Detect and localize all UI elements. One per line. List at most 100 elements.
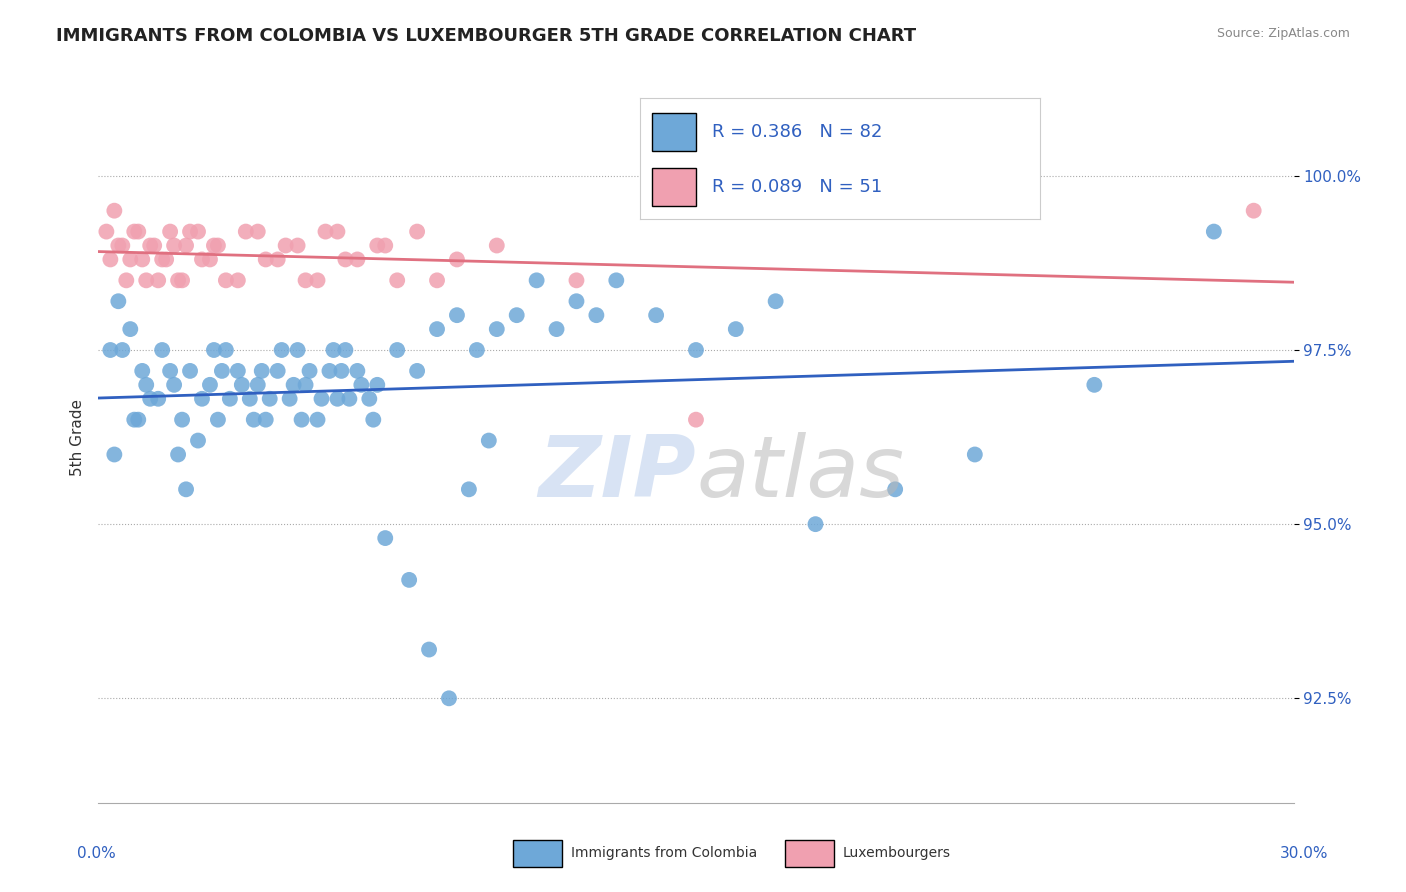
Point (202, 238, 225, 252)
Point (207, 238, 229, 252)
Point (111, 343, 134, 357)
Point (335, 252, 357, 267)
Point (172, 273, 194, 287)
Point (246, 377, 269, 392)
Point (246, 225, 269, 239)
Point (163, 238, 186, 252)
Text: R = 0.089   N = 51: R = 0.089 N = 51 (711, 178, 882, 196)
Point (685, 412, 707, 426)
Point (215, 273, 238, 287)
Text: ZIP: ZIP (538, 432, 696, 516)
Point (191, 392, 214, 406)
Point (346, 252, 368, 267)
Point (254, 412, 277, 426)
Point (346, 364, 368, 378)
Point (605, 273, 627, 287)
Text: 30.0%: 30.0% (1281, 846, 1329, 861)
Point (267, 364, 290, 378)
Point (366, 238, 388, 252)
Point (363, 412, 385, 426)
Point (291, 412, 314, 426)
Point (294, 273, 316, 287)
Point (374, 238, 396, 252)
Point (159, 364, 181, 378)
Point (645, 308, 668, 322)
FancyBboxPatch shape (513, 840, 562, 867)
Point (254, 252, 277, 267)
Point (219, 392, 242, 406)
Point (804, 517, 827, 532)
Point (374, 531, 396, 545)
Point (155, 252, 177, 267)
Point (724, 322, 747, 336)
Point (198, 252, 221, 267)
Point (765, 294, 787, 309)
Point (350, 377, 373, 392)
Point (127, 412, 149, 426)
Point (294, 377, 316, 392)
Point (366, 377, 388, 392)
Point (235, 225, 257, 239)
Point (124, 225, 146, 239)
Point (207, 412, 229, 426)
Point (267, 252, 290, 267)
Point (322, 343, 344, 357)
Point (506, 308, 529, 322)
Point (326, 392, 349, 406)
Point (174, 238, 197, 252)
Point (326, 225, 349, 239)
Point (120, 252, 142, 267)
Point (163, 377, 186, 392)
Point (418, 642, 440, 657)
Point (98, 343, 122, 357)
Point (485, 322, 508, 336)
Point (426, 322, 449, 336)
Point (243, 412, 266, 426)
Point (226, 273, 249, 287)
Point (446, 252, 468, 267)
Text: 0.0%: 0.0% (77, 846, 117, 861)
Point (426, 273, 449, 287)
Point (565, 294, 588, 309)
Point (98, 252, 122, 267)
Point (335, 343, 357, 357)
Point (111, 238, 134, 252)
Point (215, 343, 238, 357)
Point (172, 412, 194, 426)
FancyBboxPatch shape (652, 112, 696, 151)
Point (585, 308, 607, 322)
Point (179, 364, 201, 378)
Point (259, 392, 281, 406)
Point (159, 225, 181, 239)
Point (359, 392, 381, 406)
Point (187, 434, 209, 448)
Point (103, 203, 125, 218)
Point (1243, 203, 1265, 218)
Point (231, 377, 253, 392)
Point (139, 392, 162, 406)
Point (150, 252, 173, 267)
Point (478, 434, 501, 448)
Point (1202, 225, 1225, 239)
Point (103, 448, 125, 462)
Point (131, 364, 153, 378)
Point (270, 343, 292, 357)
Point (198, 377, 221, 392)
Text: R = 0.386   N = 82: R = 0.386 N = 82 (711, 123, 882, 141)
Point (239, 392, 262, 406)
Point (274, 238, 297, 252)
Point (546, 322, 568, 336)
Point (307, 273, 329, 287)
Point (148, 392, 170, 406)
Point (179, 225, 201, 239)
Point (526, 273, 548, 287)
Point (437, 691, 460, 706)
Point (150, 343, 173, 357)
Point (143, 238, 166, 252)
Point (120, 322, 142, 336)
Point (565, 273, 588, 287)
Point (174, 483, 197, 497)
Point (211, 364, 233, 378)
Point (465, 343, 488, 357)
Point (315, 225, 337, 239)
